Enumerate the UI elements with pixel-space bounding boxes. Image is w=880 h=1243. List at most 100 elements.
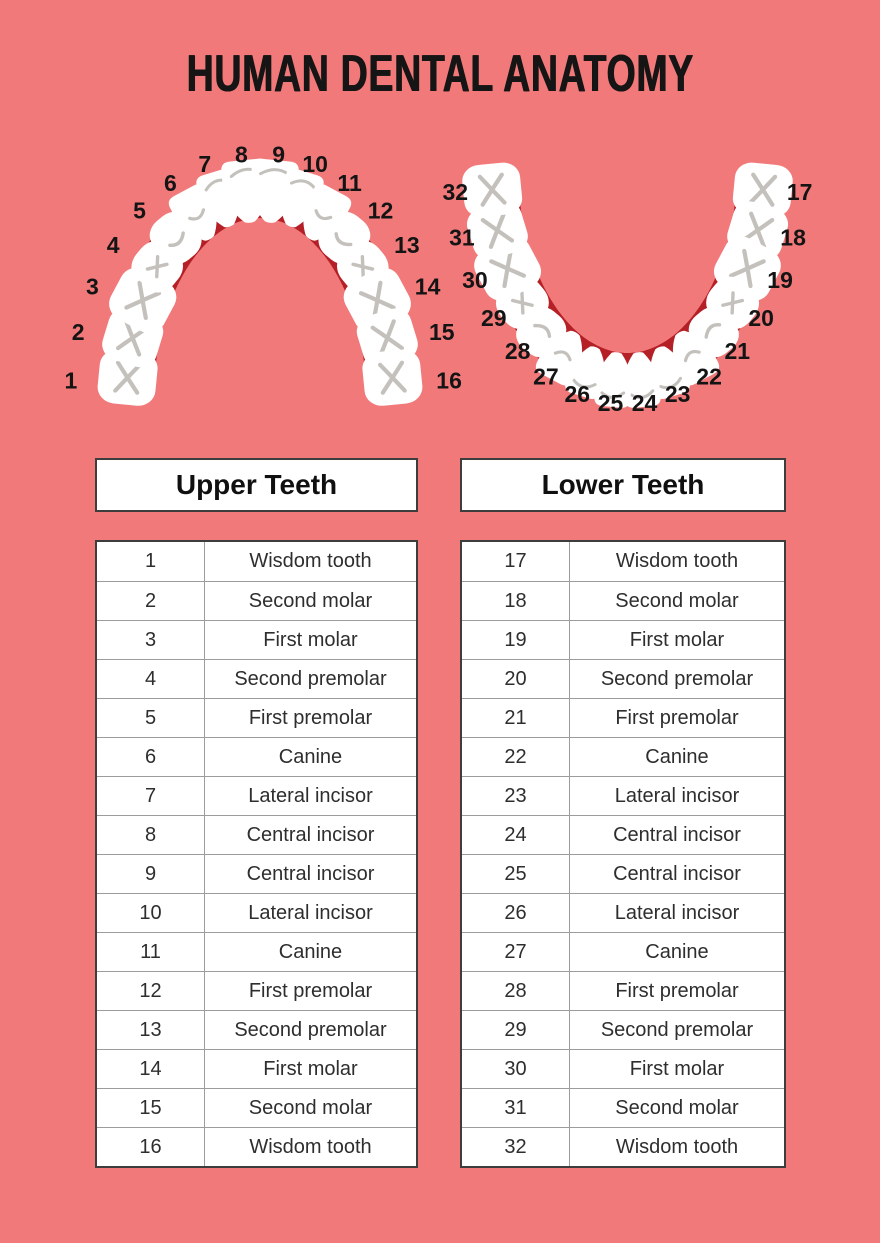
tooth-number-cell: 5 [97,699,205,737]
table-row: 10 Lateral incisor [97,893,416,932]
table-row: 18 Second molar [462,581,784,620]
page-title: HUMAN DENTAL ANATOMY [0,44,880,104]
tooth-number-cell: 2 [97,582,205,620]
tooth-name-cell: First premolar [615,706,739,729]
tooth-fissure-mark [351,262,375,271]
tooth-number-cell: 11 [97,933,205,971]
tooth-number-label: 1 [65,367,78,393]
tooth-number-label: 20 [748,305,774,331]
table-row: 15 Second molar [97,1088,416,1127]
tooth-name-cell: Canine [278,745,343,768]
tooth-fissure-mark [334,232,353,247]
table-row: 8 Central incisor [97,815,416,854]
tooth-fissure-mark [115,360,140,395]
tooth-name-cell: Central incisor [246,862,375,885]
tooth-number-cell: 19 [462,621,570,659]
tooth-number-label: 26 [565,381,591,407]
tooth-number-cell: 14 [97,1050,205,1088]
tooth-number-label: 6 [164,170,177,196]
tooth-name-cell: Wisdom tooth [615,1135,739,1158]
tooth-fissure-mark [704,323,722,339]
tooth-name-cell: Wisdom tooth [615,550,739,572]
tooth-fissure-mark [553,350,572,362]
upper-teeth-table: 1 Wisdom tooth 2 Second molar 3 First molar 4 S… [95,540,418,1168]
table-row: 2 Second molar [97,581,416,620]
table-row: 11 Canine [97,932,416,971]
tooth-number-cell: 8 [97,816,205,854]
tooth-fissure-mark [730,291,735,315]
tooth-number-cell: 29 [462,1011,570,1049]
table-row: 30 First molar [462,1049,784,1088]
tooth-name-cell: Canine [645,940,709,963]
tooth-shape [535,330,583,386]
tooth-fissure-mark [600,391,626,399]
tooth-name-cell: Lateral incisor [248,901,373,924]
tooth-number-label: 11 [337,170,362,196]
tooth-name-cell: First premolar [248,979,373,1002]
tooth-name-cell: Canine [278,940,343,963]
tooth-number-cell: 24 [462,816,570,854]
tooth-number-cell: 25 [462,855,570,893]
tooth-number-label: 27 [533,363,559,389]
tooth-number-label: 3 [86,273,99,299]
tooth-fissure-mark [124,319,142,357]
tooth-number-label: 29 [481,305,507,331]
tooth-name-cell: Central incisor [613,862,741,885]
tooth-fissure-mark [155,255,160,279]
tooth-number-cell: 15 [97,1089,205,1127]
table-row: 4 Second premolar [97,659,416,698]
tooth-number-cell: 13 [97,1011,205,1049]
tooth-number-label: 19 [767,267,793,293]
tooth-name-cell: Wisdom tooth [249,1135,372,1158]
tooth-number-cell: 17 [462,542,570,581]
tooth-number-cell: 1 [97,542,205,581]
tooth-name-cell: Central incisor [613,823,741,846]
tooth-number-label: 25 [598,390,624,416]
tooth-name-cell: Second molar [248,589,373,612]
table-row: 3 First molar [97,620,416,659]
table-row: 6 Canine [97,737,416,776]
tooth-fissure-mark [370,325,404,351]
table-row: 13 Second premolar [97,1010,416,1049]
tooth-number-cell: 32 [462,1128,570,1166]
lower-teeth-header: Lower Teeth [460,458,786,512]
upper-teeth-header-label: Upper Teeth [175,469,338,500]
tooth-number-label: 8 [235,141,248,167]
tooth-10 [280,168,324,228]
tooth-number-label: 18 [780,224,806,250]
tooth-number-cell: 26 [462,894,570,932]
tooth-name-cell: First premolar [248,706,373,729]
tooth-name-cell: Second premolar [234,667,387,690]
tooth-name-cell: Lateral incisor [614,901,740,924]
table-row: 17 Wisdom tooth [462,542,784,581]
tooth-fissure-mark [489,259,526,278]
lower-teeth-header-label: Lower Teeth [541,469,705,500]
tooth-fissure-mark [742,248,753,289]
tooth-name-cell: Central incisor [246,823,375,846]
tooth-shape [303,183,352,241]
tooth-name-cell: First molar [629,1057,725,1080]
table-row: 16 Wisdom tooth [97,1127,416,1166]
tooth-number-cell: 4 [97,660,205,698]
tooth-name-cell: Second premolar [234,1018,387,1041]
tooth-number-label: 5 [133,197,146,223]
tooth-number-cell: 27 [462,933,570,971]
tooth-name-cell: Lateral incisor [614,784,740,807]
tooth-name-cell: Canine [645,745,709,768]
tooth-fissure-mark [630,389,655,400]
table-row: 21 First premolar [462,698,784,737]
tooth-11 [303,183,352,241]
table-row: 12 First premolar [97,971,416,1010]
tooth-number-label: 22 [696,363,722,389]
tooth-fissure-mark [683,349,701,363]
tooth-number-cell: 12 [97,972,205,1010]
table-row: 28 First premolar [462,971,784,1010]
tooth-number-cell: 22 [462,738,570,776]
upper-teeth-header: Upper Teeth [95,458,418,512]
tooth-number-cell: 6 [97,738,205,776]
tooth-name-cell: Second molar [615,1096,739,1119]
tooth-name-cell: Second molar [248,1096,373,1119]
tooth-number-label: 15 [429,319,455,345]
